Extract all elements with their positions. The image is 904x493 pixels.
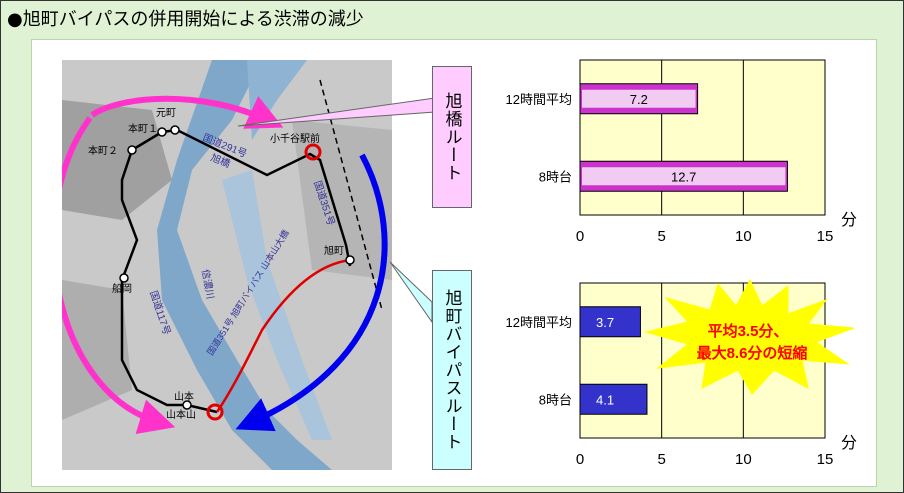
x-tick-label: 10 <box>735 228 752 245</box>
node-koichiya-station <box>304 143 322 161</box>
blue-route-arrow <box>235 153 388 432</box>
label-funaoka: 船岡 <box>112 282 132 295</box>
value-label: 3.7 <box>596 315 614 330</box>
label-honmachi2: 本町２ <box>88 144 118 157</box>
node-motomachi <box>157 127 167 137</box>
value-label: 4.1 <box>596 392 614 407</box>
node-asahimachi <box>345 255 355 265</box>
pink-route-arrow-top <box>90 95 284 129</box>
reduction-starburst: 平均3.5分、 最大8.6分の短縮 <box>644 278 855 395</box>
urban-area <box>62 100 172 220</box>
category-label: 12時間平均 <box>506 92 572 107</box>
starburst-line1: 平均3.5分、 <box>708 322 789 340</box>
x-tick-label: 5 <box>657 451 665 468</box>
label-yamamotoyama: 山本山 <box>166 408 196 421</box>
label-honmachi1: 本町１ <box>128 122 158 135</box>
bar <box>579 383 648 415</box>
unit-label: 分 <box>841 434 857 452</box>
x-tick-label: 10 <box>735 451 752 468</box>
node-honmachi1 <box>170 125 180 135</box>
bypass-route-callout: 旭町バイパスルート <box>432 270 472 470</box>
starburst-shape <box>644 278 855 395</box>
category-label: 8時台 <box>539 169 572 184</box>
bar <box>579 306 641 338</box>
x-tick-label: 15 <box>817 228 834 245</box>
route-map: 元町 本町１ 本町２ 小千谷駅前 国道291号 旭橋 国道351号 旭町 船岡 … <box>62 60 392 470</box>
label-koichiya-station: 小千谷駅前 <box>270 132 320 145</box>
node-yamamoto <box>182 400 192 410</box>
value-label: 12.7 <box>671 169 696 184</box>
bar-highlight <box>582 89 696 108</box>
urban-area <box>62 280 132 420</box>
page-title: ●旭町バイパスの併用開始による渋滞の減少 <box>7 9 364 30</box>
x-tick-label: 0 <box>576 228 584 245</box>
x-tick-label: 15 <box>817 451 834 468</box>
pink-route-arrow <box>62 116 176 434</box>
asahi-bridge-route-callout: 旭橋ルート <box>432 66 472 208</box>
cyan-callout-pointer <box>389 261 433 324</box>
x-tick-label: 0 <box>576 451 584 468</box>
x-tick-label: 5 <box>657 228 665 245</box>
label-motomachi: 元町 <box>156 108 176 119</box>
node-yamamotoyama <box>206 403 224 421</box>
river-branch <box>222 170 332 440</box>
chart-asahi-bridge-route: 0 5 10 15 分 12時間平均 7.2 8時台 12.7 <box>506 59 857 245</box>
bypass-route-line <box>215 258 351 413</box>
value-label: 7.2 <box>630 92 648 107</box>
unit-label: 分 <box>841 211 857 229</box>
category-label: 8時台 <box>539 392 572 407</box>
node-funaoka <box>119 273 129 283</box>
starburst-line2: 最大8.6分の短縮 <box>697 344 808 362</box>
pink-callout-pointer <box>237 97 436 127</box>
label-asahimachi: 旭町 <box>324 245 344 257</box>
river <box>157 60 332 470</box>
label-yamamoto: 山本 <box>174 390 194 403</box>
category-label: 12時間平均 <box>506 315 572 330</box>
node-honmachi2 <box>127 145 137 155</box>
bar-highlight <box>582 167 786 186</box>
